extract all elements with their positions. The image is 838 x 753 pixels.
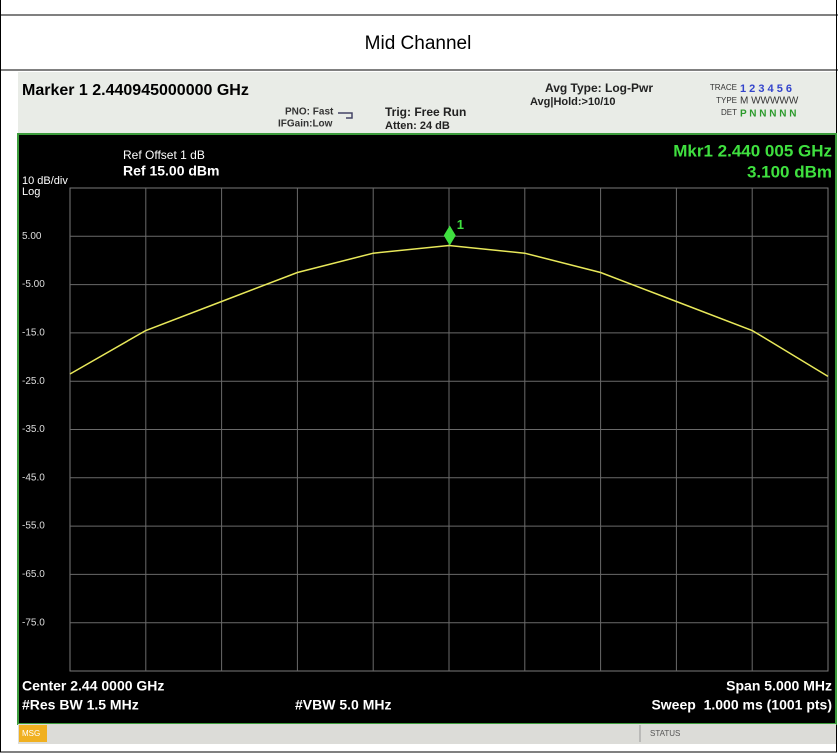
trace-value: 1 2 3 4 5 6 — [740, 83, 792, 95]
avg-type: Avg Type: Log-Pwr — [545, 81, 653, 95]
y-tick-label: -35.0 — [22, 424, 45, 435]
status: STATUS — [650, 729, 680, 738]
y-tick-label: -45.0 — [22, 472, 45, 483]
plot: 5.00 -5.00 -15.0 -25.0 -35.0 -45.0 -55.0 -65.0 -… — [22, 187, 829, 672]
caption: Mid Channel — [365, 33, 472, 54]
det-value: P N N N N N — [740, 109, 797, 120]
y-tick-label: -5.00 — [22, 279, 45, 290]
msg-box — [19, 725, 47, 742]
y-tick-label: -55.0 — [22, 521, 45, 532]
type-label: TYPE — [716, 96, 737, 105]
msg: MSG — [22, 729, 40, 738]
trace — [69, 244, 829, 378]
sweep: Sweep 1.000 ms (1001 pts) — [651, 697, 832, 713]
scale: 10 dB/div — [22, 175, 68, 187]
res-bw: #Res BW 1.5 MHz — [22, 697, 139, 713]
marker-id: 1 — [457, 217, 464, 232]
y-tick-label: -15.0 — [22, 328, 45, 339]
status-bar — [18, 724, 836, 744]
pno: PNO: Fast — [285, 107, 334, 118]
trig: Trig: Free Run — [385, 105, 466, 119]
header-bar — [18, 72, 836, 134]
span: Span 5.000 MHz — [726, 678, 832, 694]
y-tick-label: -75.0 — [22, 617, 45, 628]
mkr-level: 3.100 dBm — [747, 162, 832, 181]
y-tick-label: -65.0 — [22, 569, 45, 580]
pno-icon — [338, 112, 353, 119]
mkr-freq: Mkr1 2.440 005 GHz — [673, 141, 832, 160]
marker — [443, 225, 456, 246]
y-tick-label: 5.00 — [22, 231, 42, 242]
ref-offset: Ref Offset 1 dB — [123, 148, 205, 162]
y-tick-label: -25.0 — [22, 376, 45, 387]
det-label: DET — [721, 108, 737, 117]
marker-readout: Marker 1 2.440945000000 GHz — [22, 82, 249, 99]
vbw: #VBW 5.0 MHz — [295, 697, 391, 713]
type-value: M WWWWW — [740, 96, 799, 107]
trace-label: TRACE — [710, 83, 737, 92]
ifgain: IFGain:Low — [278, 119, 333, 130]
scale-type: Log — [22, 186, 40, 198]
ref-level: Ref 15.00 dBm — [123, 163, 219, 179]
atten: Atten: 24 dB — [385, 120, 450, 132]
avg-hold: Avg|Hold:>10/10 — [530, 96, 616, 108]
center: Center 2.44 0000 GHz — [22, 678, 164, 694]
